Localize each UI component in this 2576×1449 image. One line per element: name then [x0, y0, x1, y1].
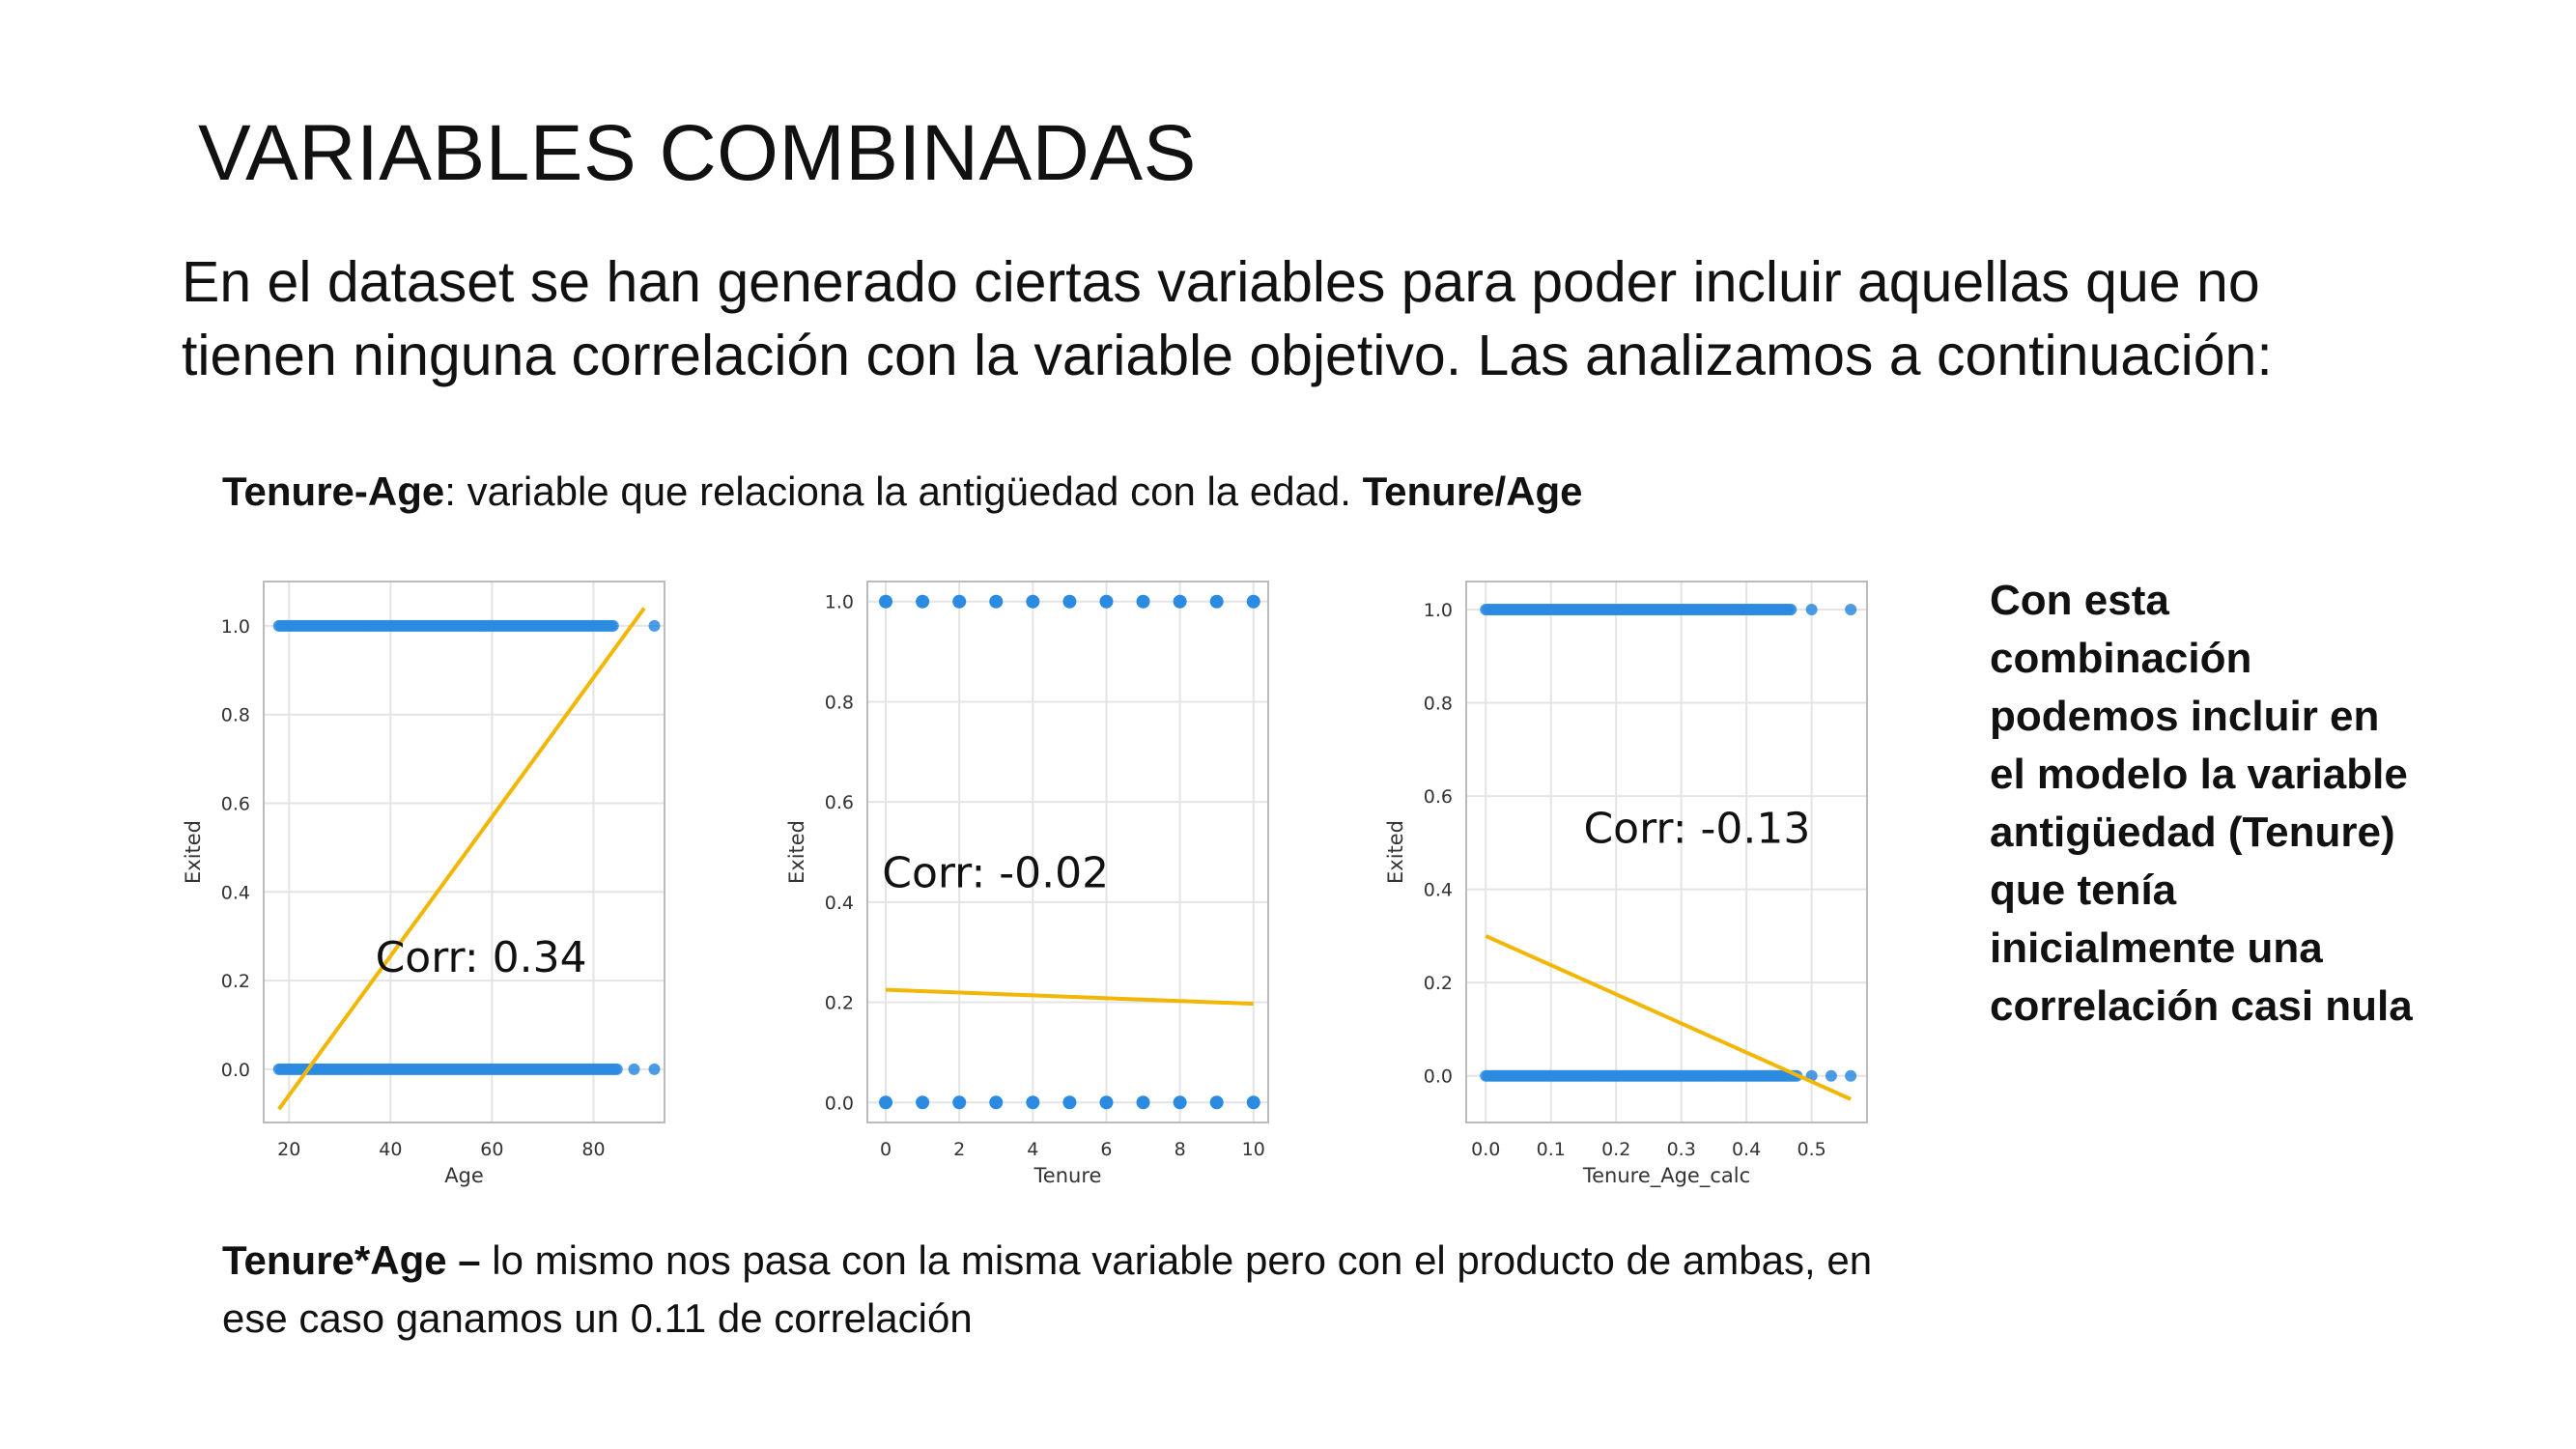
data-point	[1246, 1095, 1260, 1110]
y-tick-label: 0.8	[221, 705, 250, 726]
correlation-annotation: Corr: -0.02	[882, 848, 1109, 897]
x-axis-label: Age	[444, 1164, 484, 1187]
data-point	[916, 1095, 930, 1110]
data-point	[1136, 594, 1150, 609]
slide-title: VARIABLES COMBINADAS	[198, 109, 1197, 197]
y-tick-label: 0.0	[825, 1093, 854, 1114]
x-tick-label: 0.2	[1601, 1139, 1630, 1160]
data-point	[1209, 1095, 1224, 1110]
tenure-times-age-text: lo mismo nos pasa con la misma variable …	[222, 1237, 1873, 1341]
data-point	[1026, 1095, 1040, 1110]
tenure-age-text: : variable que relaciona la antigüedad c…	[444, 469, 1363, 514]
x-tick-label: 0.0	[1471, 1139, 1500, 1160]
data-point	[1099, 594, 1114, 609]
x-tick-label: 0.4	[1732, 1139, 1761, 1160]
data-point	[1845, 603, 1857, 615]
y-axis-label: Exited	[785, 820, 808, 884]
data-point	[1805, 603, 1818, 615]
data-point	[879, 594, 893, 609]
y-tick-label: 1.0	[1424, 600, 1453, 621]
x-tick-label: 0.3	[1667, 1139, 1696, 1160]
data-point	[628, 1063, 640, 1075]
data-point	[879, 1095, 893, 1110]
intro-text: En el dataset se han generado ciertas va…	[182, 245, 2500, 392]
x-tick-label: 2	[953, 1139, 965, 1160]
data-point	[648, 1063, 661, 1075]
x-axis-label: Tenure_Age_calc	[1582, 1164, 1750, 1188]
y-tick-label: 0.8	[825, 692, 854, 713]
chart-age-vs-exited: 20 40 60 80 0.0 0.2 0.4 0.6 0.8 1.0 Age Exited Corr:…	[182, 581, 665, 1187]
y-tick-label: 0.4	[825, 893, 854, 914]
correlation-annotation: Corr: -0.13	[1583, 804, 1810, 853]
y-tick-label: 0.0	[1424, 1066, 1453, 1088]
data-point	[916, 594, 930, 609]
data-point	[952, 594, 967, 609]
data-point	[1209, 594, 1224, 609]
data-point	[1173, 1095, 1187, 1110]
y-tick-label: 0.2	[1424, 973, 1453, 994]
x-tick-label: 40	[379, 1139, 402, 1160]
y-tick-label: 1.0	[825, 592, 854, 613]
y-tick-label: 0.4	[221, 882, 250, 903]
chart-tenure-age-calc-vs-exited: 0.0 0.1 0.2 0.3 0.4 0.5 0.0 0.2 0.4 0.6 0.8 1.0 Tenu…	[1384, 581, 1868, 1188]
y-tick-label: 0.6	[825, 792, 854, 813]
y-tick-label: 0.2	[221, 971, 250, 992]
y-tick-label: 0.6	[221, 794, 250, 815]
x-tick-label: 0.5	[1798, 1139, 1826, 1160]
data-point	[1246, 594, 1260, 609]
plot-frame	[1465, 581, 1868, 1123]
conclusion-note: Con esta combinación podemos incluir en …	[1990, 577, 2413, 1030]
data-point	[989, 594, 1004, 609]
x-tick-label: 80	[581, 1139, 605, 1160]
tenure-times-age-term: Tenure*Age –	[222, 1237, 481, 1283]
tenure-age-term: Tenure-Age	[222, 469, 445, 514]
correlation-annotation: Corr: 0.34	[376, 933, 587, 982]
y-axis-label: Exited	[182, 820, 205, 884]
y-tick-label: 0.2	[825, 993, 854, 1014]
tenure-age-description: Tenure-Age: variable que relaciona la an…	[222, 469, 1583, 515]
chart-tenure-vs-exited: 0 2 4 6 8 10 0.0 0.2 0.4 0.6 0.8 1.0 Tenure Exited Cor…	[785, 581, 1269, 1187]
data-point	[1136, 1095, 1150, 1110]
data-point	[1785, 603, 1798, 615]
data-point	[1062, 1095, 1077, 1110]
x-tick-label: 20	[277, 1139, 300, 1160]
tenure-times-age-description: Tenure*Age – lo mismo nos pasa con la mi…	[222, 1232, 1922, 1348]
x-axis-label: Tenure	[1033, 1164, 1102, 1187]
data-point	[1173, 594, 1187, 609]
y-tick-label: 0.0	[221, 1060, 250, 1081]
plot-frame	[866, 581, 1269, 1123]
data-point	[1845, 1069, 1857, 1082]
plot-frame	[263, 581, 665, 1123]
y-tick-label: 0.4	[1424, 880, 1453, 901]
trend-line	[277, 607, 646, 1111]
x-tick-label: 0	[880, 1139, 892, 1160]
y-tick-label: 0.6	[1424, 786, 1453, 808]
data-point	[1825, 1069, 1837, 1082]
x-tick-label: 4	[1027, 1139, 1038, 1160]
data-point	[1099, 1095, 1114, 1110]
tenure-age-formula: Tenure/Age	[1362, 469, 1583, 514]
data-point	[1062, 594, 1077, 609]
trend-line	[885, 987, 1254, 1007]
intro-line-1: En el dataset se han generado ciertas va…	[182, 250, 2260, 314]
x-tick-label: 8	[1175, 1139, 1186, 1160]
data-point	[610, 1063, 623, 1075]
data-point	[607, 619, 619, 632]
x-tick-label: 60	[480, 1139, 503, 1160]
trend-line	[1485, 934, 1852, 1101]
data-point	[1026, 594, 1040, 609]
intro-line-2: tienen ninguna correlación con la variab…	[182, 324, 2273, 387]
x-tick-label: 10	[1242, 1139, 1265, 1160]
x-tick-label: 6	[1100, 1139, 1112, 1160]
data-point	[989, 1095, 1004, 1110]
y-tick-label: 1.0	[221, 616, 250, 638]
x-tick-label: 0.1	[1537, 1139, 1566, 1160]
data-point	[952, 1095, 967, 1110]
y-tick-label: 0.8	[1424, 694, 1453, 715]
data-point	[648, 619, 661, 632]
y-axis-label: Exited	[1384, 820, 1407, 884]
